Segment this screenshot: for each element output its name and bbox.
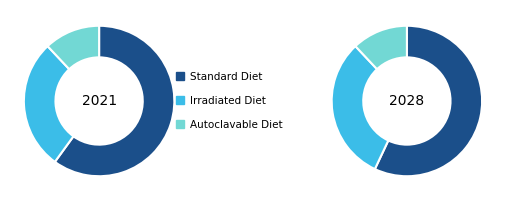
Wedge shape <box>374 26 481 176</box>
Text: 2021: 2021 <box>81 94 117 108</box>
Wedge shape <box>331 46 387 169</box>
Wedge shape <box>355 26 406 69</box>
Wedge shape <box>55 26 174 176</box>
Wedge shape <box>47 26 99 69</box>
Legend: Standard Diet, Irradiated Diet, Autoclavable Diet: Standard Diet, Irradiated Diet, Autoclav… <box>176 72 282 130</box>
Text: 2028: 2028 <box>388 94 424 108</box>
Wedge shape <box>24 46 73 162</box>
